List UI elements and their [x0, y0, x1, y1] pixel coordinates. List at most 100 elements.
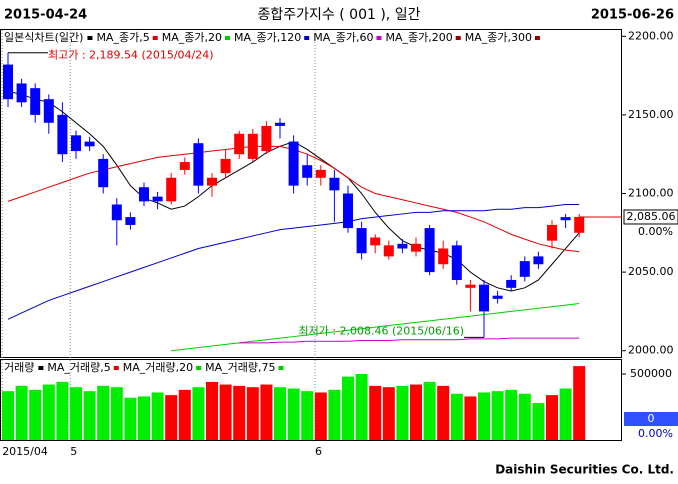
- volume-bar: [314, 392, 327, 440]
- date-end: 2015-06-26: [591, 8, 674, 23]
- volume-last: 0: [648, 412, 655, 425]
- legend-entry: MA_종가,20: [162, 31, 222, 44]
- candle-body: [356, 228, 367, 254]
- volume-bar: [464, 396, 477, 440]
- candle-body: [3, 64, 13, 100]
- volume-bar: [165, 395, 178, 440]
- candle-body: [193, 143, 204, 186]
- y-tick-label: 2100.00: [628, 187, 674, 200]
- candle-body: [343, 193, 353, 229]
- volume-bar: [233, 385, 246, 440]
- volume-bar: [423, 381, 436, 440]
- candle-body: [370, 237, 381, 246]
- legend-entry: MA_종가,60: [313, 31, 373, 44]
- volume-bar: [491, 391, 504, 440]
- chart-title: 종합주가지수 ( 001 ), 일간: [258, 7, 421, 23]
- candle-body: [30, 88, 41, 115]
- volume-bar: [124, 397, 137, 440]
- candle-body: [179, 162, 190, 170]
- volume-bar: [219, 384, 232, 440]
- candle-body: [125, 217, 136, 225]
- x-tick-label: 6: [315, 445, 322, 458]
- volume-legend-entry: MA_거래량,20: [123, 361, 193, 374]
- candle-body: [207, 177, 217, 186]
- volume-bar: [56, 381, 69, 440]
- x-tick-label: 2015/04: [2, 445, 48, 458]
- candle-body: [383, 245, 394, 257]
- volume-tick-label: 500000: [630, 367, 672, 380]
- candle-body: [465, 284, 476, 288]
- volume-last-change: 0.00%: [638, 427, 673, 440]
- candle-body: [16, 83, 27, 103]
- volume-bar: [70, 387, 82, 440]
- legend-marker: [304, 36, 310, 40]
- y-tick-label: 2200.00: [628, 29, 674, 42]
- volume-bar: [260, 384, 273, 440]
- candle-body: [506, 279, 517, 288]
- candle-body: [43, 99, 54, 123]
- volume-bar: [2, 391, 14, 440]
- volume-bar: [110, 387, 123, 440]
- candle-body: [261, 125, 272, 152]
- volume-bar: [15, 385, 28, 440]
- volume-bar: [206, 381, 218, 440]
- x-tick-label: 5: [70, 445, 77, 458]
- volume-bar: [410, 384, 422, 440]
- volume-bar: [151, 392, 164, 440]
- y-tick-label: 2150.00: [628, 108, 674, 121]
- last-change: 0.00%: [638, 225, 673, 238]
- volume-panel: [0, 359, 622, 441]
- candle-body: [438, 248, 449, 265]
- candle-body: [411, 243, 421, 252]
- candle-body: [275, 122, 285, 126]
- legend-marker: [455, 36, 461, 40]
- last-price: 2,085.06: [627, 210, 676, 223]
- high-label: 최고가 : 2,189.54 (2015/04/24): [48, 49, 214, 62]
- legend-marker: [38, 366, 44, 370]
- ma-line: [239, 337, 580, 344]
- volume-bar: [246, 387, 259, 440]
- volume-bar: [301, 391, 314, 440]
- candle-body: [139, 187, 149, 202]
- volume-last-box: [624, 412, 678, 426]
- candle-body: [288, 141, 299, 186]
- candle-body: [533, 256, 544, 265]
- volume-bar: [437, 385, 450, 440]
- candle-body: [451, 245, 462, 280]
- candle-body: [166, 177, 177, 202]
- legend-marker: [196, 366, 202, 370]
- candle-body: [234, 133, 245, 155]
- candle-body: [574, 216, 585, 233]
- candle-body: [98, 158, 109, 188]
- volume-bar: [328, 389, 341, 440]
- volume-bar: [532, 403, 545, 440]
- candle-body: [71, 135, 81, 152]
- volume-bar: [546, 395, 558, 440]
- volume-bar: [192, 387, 205, 440]
- volume-bar: [287, 388, 300, 440]
- candle-body: [479, 284, 489, 312]
- legend-entry: MA_종가,120: [234, 31, 301, 44]
- volume-bar: [382, 387, 395, 440]
- candle-body: [84, 141, 95, 147]
- volume-bar: [178, 389, 191, 440]
- volume-bar: [42, 384, 55, 440]
- legend-marker: [376, 36, 382, 40]
- candle-body: [329, 177, 340, 191]
- volume-legend-entry: MA_거래량,75: [205, 361, 275, 374]
- volume-label: 거래량: [4, 361, 34, 374]
- volume-bar: [396, 385, 409, 440]
- candle-body: [560, 217, 571, 221]
- chart-label: 일본식차트(일간): [4, 30, 83, 44]
- volume-bar: [518, 393, 531, 440]
- volume-bar: [573, 366, 586, 440]
- legend-marker: [278, 366, 284, 370]
- volume-legend-entry: MA_거래량,5: [47, 361, 110, 374]
- volume-bar: [29, 389, 42, 440]
- legend-marker: [87, 36, 93, 40]
- candle-body: [547, 224, 557, 241]
- last-price-box: [623, 209, 678, 225]
- candle-body: [152, 196, 163, 202]
- price-panel: [0, 29, 622, 358]
- candle-body: [57, 114, 68, 155]
